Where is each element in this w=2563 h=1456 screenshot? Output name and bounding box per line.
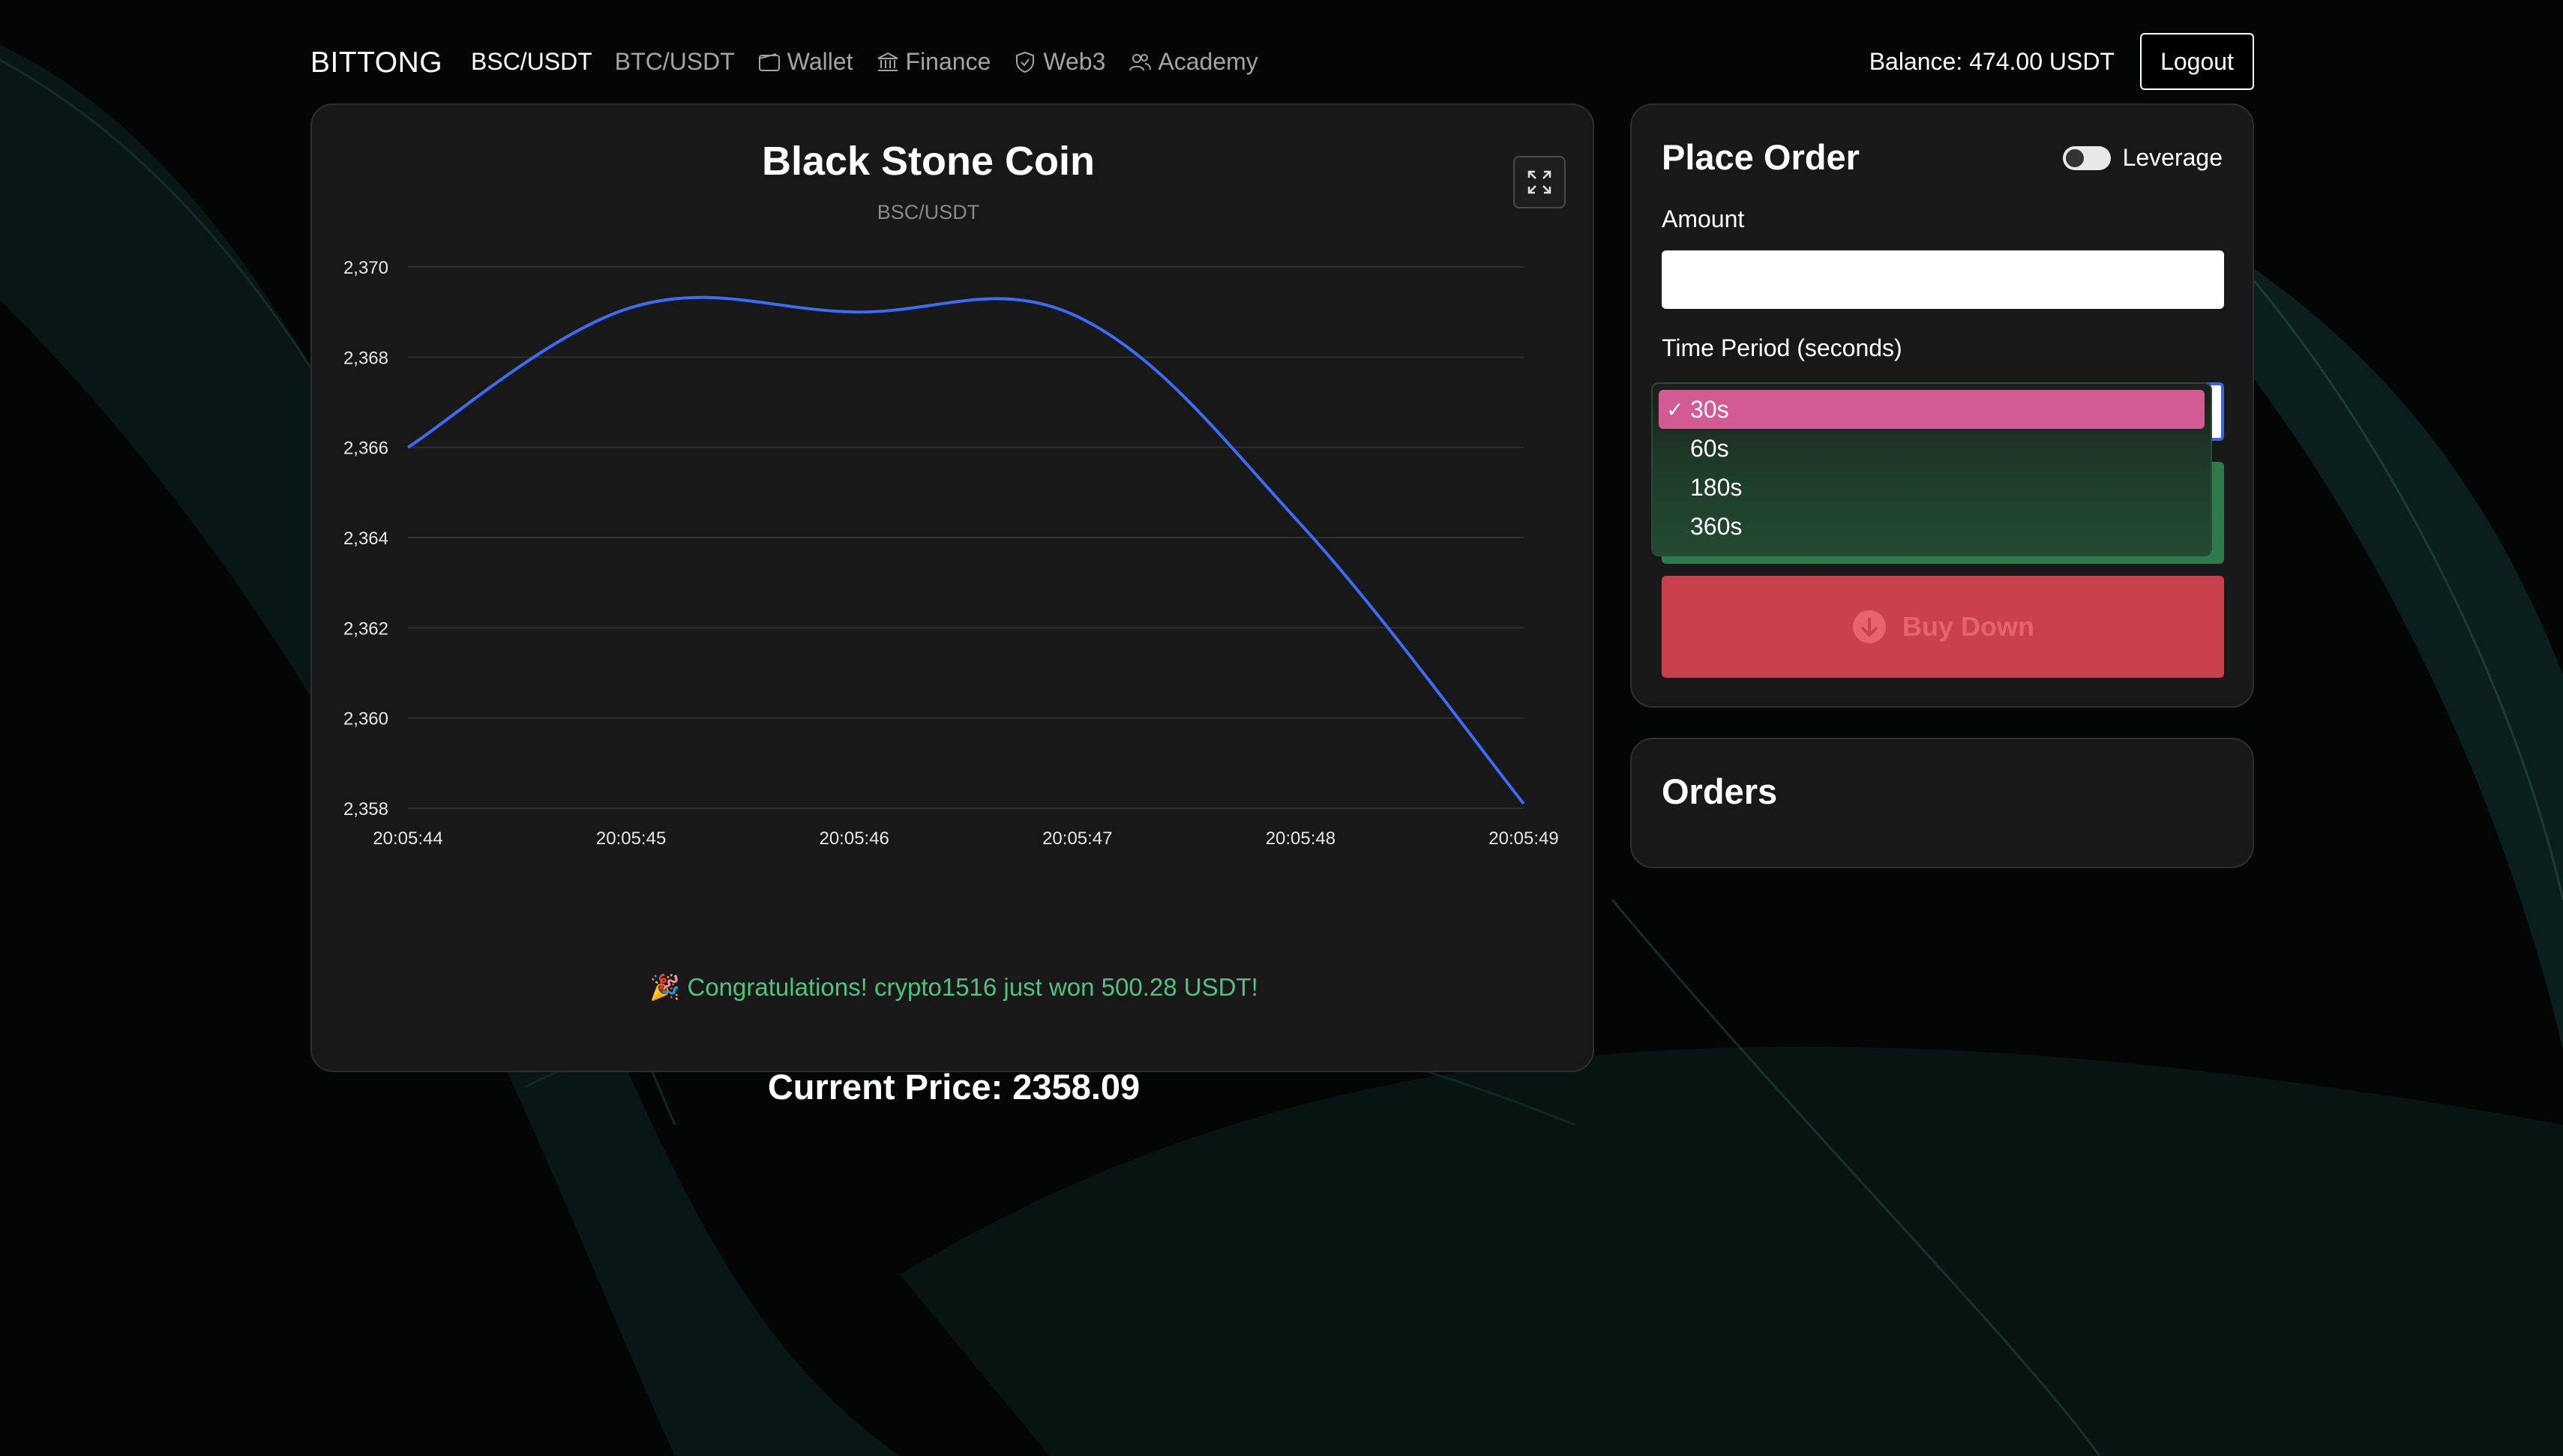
fullscreen-button[interactable] [1513,156,1566,208]
x-tick-label: 20:05:48 [1266,828,1335,849]
period-option-360s[interactable]: 360s [1659,507,2205,546]
period-option-label: 180s [1690,473,1743,501]
x-tick-label: 20:05:44 [373,828,442,849]
x-tick-label: 20:05:49 [1488,828,1558,849]
y-tick-label: 2,362 [343,619,388,639]
time-period-dropdown: ✓ 30s 60s 180s 360s [1651,382,2212,556]
expand-icon [1527,170,1551,194]
nav-item-label: BTC/USDT [614,48,735,75]
current-price: Current Price: 2358.09 [767,1067,1141,1107]
buy-down-button[interactable]: Buy Down [1662,576,2224,678]
bank-icon [876,50,900,74]
nav-item-btc-usdt[interactable]: BTC/USDT [615,48,735,76]
y-tick-label: 2,368 [343,348,388,368]
winner-notice: 🎉 Congratulations! crypto1516 just won 5… [649,973,1258,1001]
users-icon [1128,50,1152,74]
x-tick-label: 20:05:45 [596,828,666,849]
y-tick-label: 2,360 [343,709,388,729]
nav-item-label: Academy [1158,48,1258,75]
period-option-60s[interactable]: 60s [1659,429,2205,468]
period-option-180s[interactable]: 180s [1659,468,2205,507]
y-tick-label: 2,366 [343,439,388,459]
x-tick-label: 20:05:46 [819,828,889,849]
nav-item-web3[interactable]: Web3 [1013,48,1105,76]
amount-label: Amount [1662,205,1745,232]
orders-card: Orders [1630,738,2254,868]
period-option-label: 60s [1690,434,1729,462]
arrow-down-circle-icon [1853,610,1886,643]
nav-item-label: BSC/USDT [471,48,592,75]
nav-item-label: Finance [905,48,991,75]
nav-item-bsc-usdt[interactable]: BSC/USDT [471,48,592,76]
nav-items: BSC/USDT BTC/USDT Wallet Finance Web3 [471,48,1281,76]
x-tick-label: 20:05:47 [1042,828,1112,849]
orders-title: Orders [1662,771,1778,811]
buy-down-label: Buy Down [1902,611,2034,642]
balance-display: Balance: 474.00 USDT [1869,48,2115,75]
y-tick-label: 2,364 [343,529,388,549]
logout-button[interactable]: Logout [2140,33,2254,90]
leverage-toggle-group: Leverage [2062,144,2223,172]
wallet-icon [757,50,781,74]
nav-item-finance[interactable]: Finance [876,48,991,76]
period-option-label: 360s [1690,512,1743,540]
shield-icon [1013,50,1037,74]
chart-card: Black Stone Coin BSC/USDT 2,370 2,368 2,36… [310,103,1594,1107]
toggle-knob [2065,148,2084,167]
leverage-toggle[interactable] [2062,145,2111,170]
leverage-label: Leverage [2122,144,2223,171]
place-order-title: Place Order [1662,137,1860,177]
brand-logo[interactable]: BITTONG [310,46,443,79]
top-navbar: BITTONG BSC/USDT BTC/USDT Wallet Finance… [310,33,2254,91]
nav-item-academy[interactable]: Academy [1128,48,1258,76]
coin-title: Black Stone Coin [761,139,1096,184]
price-line-chart: 2,370 2,368 2,366 2,364 2,362 2,360 2,358 20:05… [343,258,1559,849]
check-icon: ✓ [1666,397,1684,421]
period-option-30s[interactable]: ✓ 30s [1659,390,2205,429]
nav-item-label: Wallet [787,48,853,75]
series-line-0 [406,295,1525,805]
nav-item-wallet[interactable]: Wallet [757,48,853,76]
period-option-label: 30s [1690,395,1729,423]
pair-subtitle: BSC/USDT [877,201,980,223]
time-period-label: Time Period (seconds) [1662,334,1902,361]
y-tick-label: 2,370 [343,258,388,278]
y-tick-label: 2,358 [343,799,388,819]
amount-input[interactable] [1662,250,2224,309]
nav-item-label: Web3 [1043,48,1106,75]
